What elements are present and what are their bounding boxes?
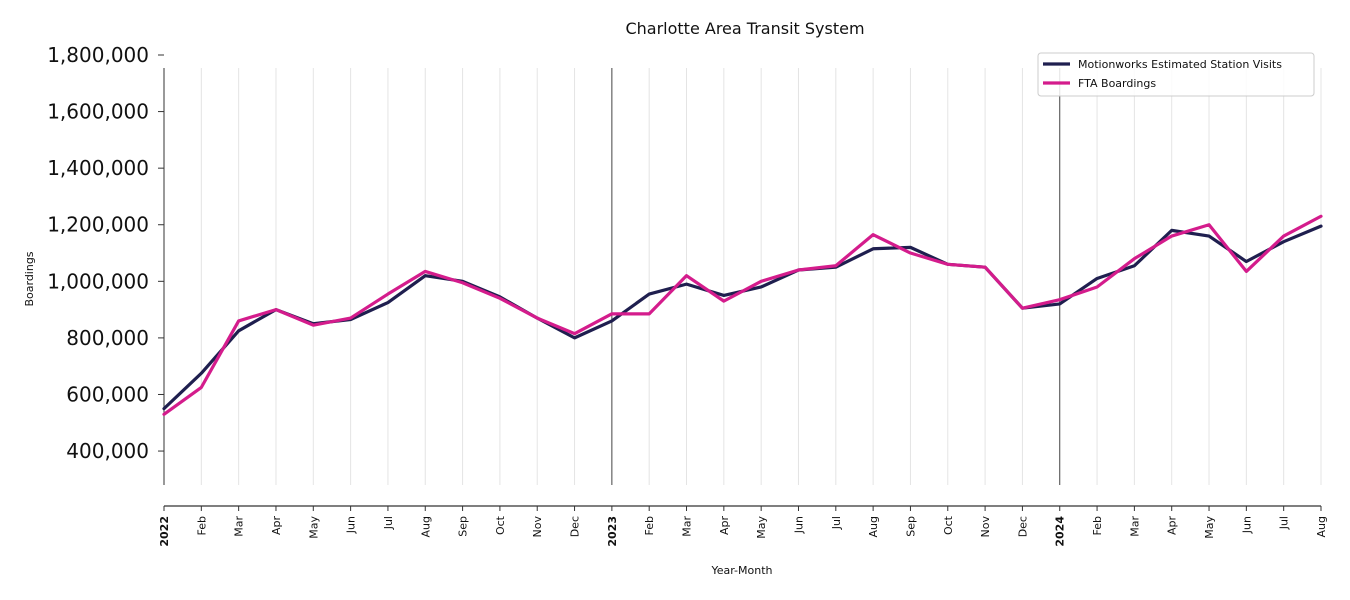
x-tick-label: Nov — [979, 516, 992, 538]
x-tick-label-year: 2024 — [1054, 516, 1067, 547]
y-tick-label: 400,000 — [66, 439, 149, 463]
x-tick-label: Jun — [792, 516, 805, 534]
y-tick-label: 1,200,000 — [47, 213, 149, 237]
x-tick-label: May — [1203, 516, 1216, 539]
x-tick-label: Feb — [643, 516, 656, 535]
x-tick-label: Sep — [904, 516, 917, 537]
x-tick-label: Dec — [569, 516, 582, 537]
chart-title: Charlotte Area Transit System — [625, 19, 864, 38]
y-tick-label: 600,000 — [66, 382, 149, 406]
legend-label: Motionworks Estimated Station Visits — [1078, 58, 1282, 71]
x-tick-label: Feb — [1091, 516, 1104, 535]
x-tick-label: Apr — [1166, 516, 1179, 536]
axis-layer: 400,000 600,000 800,000 1,000,000 1,200,000 1… — [47, 43, 1328, 547]
x-tick-label: Mar — [1128, 516, 1141, 537]
x-tick-label: May — [755, 516, 768, 539]
x-tick-label: May — [307, 516, 320, 539]
y-tick-label: 1,800,000 — [47, 43, 149, 67]
x-tick-label: Sep — [457, 516, 470, 537]
y-axis-label: Boardings — [23, 251, 36, 306]
x-tick-label: Dec — [1016, 516, 1029, 537]
y-tick-label: 1,400,000 — [47, 156, 149, 180]
x-tick-label: Oct — [494, 515, 507, 535]
legend-box — [1037, 52, 1315, 97]
x-tick-label: Feb — [195, 516, 208, 535]
y-tick-label: 1,600,000 — [47, 100, 149, 124]
legend-label: FTA Boardings — [1078, 77, 1156, 90]
x-tick-label: Jun — [345, 516, 358, 534]
x-tick-label: Apr — [270, 516, 283, 536]
x-tick-label: Aug — [1315, 516, 1328, 537]
y-tick-label: 1,000,000 — [47, 269, 149, 293]
x-tick-label: Aug — [419, 516, 432, 537]
x-tick-label: Mar — [681, 516, 694, 537]
x-tick-label: Oct — [942, 515, 955, 535]
y-tick-label: 800,000 — [66, 326, 149, 350]
series-layer — [162, 214, 1323, 416]
x-tick-label: Nov — [531, 516, 544, 538]
series-line-fta — [162, 214, 1323, 416]
x-tick-label: Jun — [1240, 516, 1253, 534]
x-tick-label-year: 2023 — [606, 516, 619, 547]
series-line-motionworks — [162, 224, 1323, 411]
x-tick-label: Mar — [233, 516, 246, 537]
x-tick-label-year: 2022 — [158, 516, 171, 547]
legend: Motionworks Estimated Station Visits FTA … — [1037, 52, 1315, 97]
x-tick-label: Apr — [718, 516, 731, 536]
x-tick-label: Jul — [1278, 516, 1291, 530]
x-tick-label: Jul — [830, 516, 843, 530]
grid-layer — [200, 68, 1322, 485]
x-tick-label: Aug — [867, 516, 880, 537]
x-tick-label: Jul — [382, 516, 395, 530]
x-axis-label: Year-Month — [710, 564, 772, 577]
